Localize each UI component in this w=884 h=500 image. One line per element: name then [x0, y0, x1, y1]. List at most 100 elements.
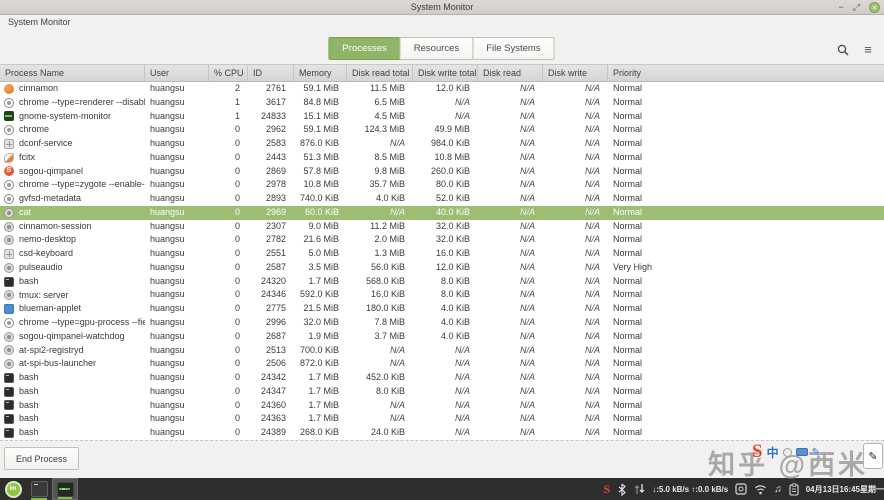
- column-header-cpu[interactable]: % CPU▼: [209, 65, 248, 81]
- table-row[interactable]: bash huangsu 0 24342 1.7 MiB 452.0 KiB N/A N/A N…: [0, 371, 884, 385]
- cell-pri: Normal: [613, 372, 643, 383]
- app-menu-button[interactable]: ≡: [860, 42, 876, 58]
- table-row[interactable]: chrome --type=zygote --enable-crash huang…: [0, 178, 884, 192]
- cell-dr: N/A: [519, 220, 535, 231]
- tab-bar: Processes Resources File Systems: [328, 37, 555, 60]
- table-row[interactable]: bash huangsu 0 24360 1.7 MiB N/A N/A N/A N/A Norm…: [0, 399, 884, 413]
- end-process-button[interactable]: End Process: [4, 447, 80, 470]
- table-row[interactable]: dconf-service huangsu 0 2583 876.0 KiB N/A 984…: [0, 137, 884, 151]
- column-header-user[interactable]: User: [145, 65, 209, 81]
- column-header-id[interactable]: ID: [248, 65, 294, 81]
- cell-drt: 2.0 MiB: [374, 234, 405, 245]
- cell-id: 2996: [265, 317, 286, 328]
- cell-dr: N/A: [519, 138, 535, 149]
- search-button[interactable]: [836, 42, 852, 58]
- cell-dw: N/A: [584, 165, 600, 176]
- maximize-button[interactable]: ⤢: [852, 2, 860, 12]
- table-row[interactable]: chrome huangsu 0 2962 59.1 MiB 124.3 MiB 49.9 …: [0, 123, 884, 137]
- process-table-body: cinnamon huangsu 2 2761 59.1 MiB 11.5 MiB 12.0…: [0, 82, 884, 440]
- table-row[interactable]: gnome-system-monitor huangsu 1 24833 15.1 Mi…: [0, 110, 884, 124]
- network-arrows-icon[interactable]: [634, 483, 645, 495]
- close-button[interactable]: ✕: [869, 1, 880, 13]
- taskbar-system-monitor-button[interactable]: [52, 478, 78, 500]
- sort-descending-icon: ▼: [247, 70, 248, 76]
- redshift-icon[interactable]: [735, 483, 747, 495]
- cell-drt: 1.3 MiB: [374, 248, 405, 259]
- table-row[interactable]: tmux: server huangsu 0 24346 592.0 KiB 16.0 K…: [0, 288, 884, 302]
- table-row[interactable]: sogou-qimpanel-watchdog huangsu 0 2687 1.9 M…: [0, 330, 884, 344]
- cell-id: 24389: [260, 427, 286, 438]
- table-row[interactable]: bash huangsu 0 24347 1.7 MiB 8.0 KiB N/A N/A N/A…: [0, 385, 884, 399]
- table-row[interactable]: at-spi2-registryd huangsu 0 2513 700.0 KiB N/…: [0, 344, 884, 358]
- generic-process-icon: [4, 221, 14, 232]
- cell-drt: 3.7 MiB: [374, 330, 405, 341]
- mint-menu-button[interactable]: lm: [0, 478, 26, 500]
- cell-process-name: chrome --type=gpu-process --field-tr: [0, 316, 145, 330]
- cell-dwt: N/A: [454, 427, 470, 438]
- column-header-dwt[interactable]: Disk write total: [413, 65, 478, 81]
- ime-notebook-icon[interactable]: ✎: [863, 443, 883, 469]
- table-row[interactable]: sogou-qimpanel huangsu 0 2869 57.8 MiB 9.8 Mi…: [0, 165, 884, 179]
- cell-pri: Normal: [613, 206, 643, 217]
- column-header-mem[interactable]: Memory: [294, 65, 347, 81]
- cell-process-name: nemo-desktop: [0, 233, 145, 247]
- tab-processes[interactable]: Processes: [328, 37, 401, 60]
- cell-mem: 9.0 MiB: [308, 220, 339, 231]
- table-row[interactable]: nemo-desktop huangsu 0 2782 21.6 MiB 2.0 MiB 3…: [0, 233, 884, 247]
- table-row[interactable]: cinnamon-session huangsu 0 2307 9.0 MiB 11.2 …: [0, 220, 884, 234]
- cell-pri: Normal: [613, 165, 643, 176]
- clock-text[interactable]: 04月13日16:45星期一: [805, 484, 884, 494]
- tab-resources[interactable]: Resources: [399, 37, 474, 60]
- cell-dr: N/A: [519, 179, 535, 190]
- table-row[interactable]: blueman-applet huangsu 0 2775 21.5 MiB 180.0 …: [0, 302, 884, 316]
- table-row[interactable]: chrome --type=gpu-process --field-tr huan…: [0, 316, 884, 330]
- column-header-dw[interactable]: Disk write: [543, 65, 608, 81]
- tab-file-systems[interactable]: File Systems: [472, 37, 555, 60]
- cell-cpu: 0: [234, 261, 240, 272]
- wifi-icon[interactable]: [754, 484, 767, 495]
- table-row[interactable]: csd-keyboard huangsu 0 2551 5.0 MiB 1.3 MiB 16…: [0, 247, 884, 261]
- cell-dwt: N/A: [454, 399, 470, 410]
- cell-pri: Normal: [613, 83, 643, 93]
- cell-dr: N/A: [519, 96, 535, 107]
- generic-process-icon: [4, 345, 14, 356]
- table-row[interactable]: pulseaudio huangsu 0 2587 3.5 MiB 56.0 KiB 12.…: [0, 261, 884, 275]
- table-row[interactable]: gvfsd-metadata huangsu 0 2893 740.0 KiB 4.0 K…: [0, 192, 884, 206]
- cell-dwt: 4.0 KiB: [440, 330, 470, 341]
- cell-mem: 1.7 MiB: [308, 399, 339, 410]
- cell-dwt: 32.0 KiB: [435, 220, 470, 231]
- minimize-button[interactable]: −: [838, 2, 844, 12]
- cell-drt: N/A: [389, 344, 405, 355]
- cell-dw: N/A: [584, 220, 600, 231]
- table-row[interactable]: cat huangsu 0 2969 60.0 KiB N/A 40.0 KiB N/A N/A…: [0, 205, 884, 220]
- audio-player-icon[interactable]: ♫: [774, 483, 782, 495]
- cell-dw: N/A: [584, 413, 600, 424]
- generic-process-icon: [4, 235, 14, 246]
- table-row[interactable]: bash huangsu 0 24320 1.7 MiB 568.0 KiB 8.0 KiB…: [0, 275, 884, 289]
- table-row[interactable]: at-spi-bus-launcher huangsu 0 2506 872.0 KiB…: [0, 357, 884, 371]
- cell-user: huangsu: [150, 110, 185, 121]
- cell-dwt: N/A: [454, 385, 470, 396]
- table-row[interactable]: fcitx huangsu 0 2443 51.3 MiB 8.5 MiB 10.8 MiB…: [0, 151, 884, 165]
- cell-drt: 568.0 KiB: [365, 275, 405, 286]
- cell-process-name: cat: [0, 206, 145, 220]
- clipboard-icon[interactable]: [789, 482, 799, 496]
- column-header-drt[interactable]: Disk read total: [347, 65, 413, 81]
- table-row[interactable]: bash huangsu 0 24363 1.7 MiB N/A N/A N/A N/A Norm…: [0, 412, 884, 426]
- cell-drt: N/A: [389, 413, 405, 424]
- table-row[interactable]: cinnamon huangsu 2 2761 59.1 MiB 11.5 MiB 12.0…: [0, 82, 884, 96]
- cell-mem: 1.7 MiB: [308, 413, 339, 424]
- taskbar-terminal-button[interactable]: [26, 478, 52, 500]
- cell-id: 24342: [260, 372, 286, 383]
- cell-cpu: 0: [234, 165, 240, 176]
- table-row[interactable]: chrome --type=renderer --disable-we huang…: [0, 96, 884, 110]
- column-header-name[interactable]: Process Name: [0, 65, 145, 81]
- bluetooth-icon[interactable]: [617, 483, 627, 496]
- sogou-tray-icon[interactable]: S: [603, 481, 611, 496]
- cell-cpu: 0: [234, 317, 240, 328]
- table-row[interactable]: bash huangsu 0 24389 268.0 KiB 24.0 KiB N/A N/A…: [0, 426, 884, 440]
- column-header-pri[interactable]: Priority: [613, 68, 642, 78]
- cell-mem: 21.6 MiB: [303, 234, 339, 245]
- cell-process-name: blueman-applet: [0, 302, 145, 316]
- column-header-dr[interactable]: Disk read: [478, 65, 543, 81]
